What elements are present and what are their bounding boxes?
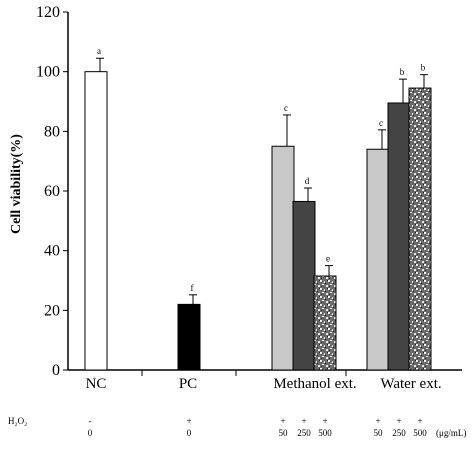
significance-letter: b: [400, 67, 405, 77]
bar: [366, 148, 390, 371]
significance-letter: a: [97, 46, 101, 56]
h2o2-label: H₂O₂: [8, 416, 27, 426]
concentration-label: 500: [318, 428, 332, 438]
significance-letter: c: [379, 118, 383, 128]
y-tick-label: 20: [44, 302, 60, 319]
group-label: PC: [179, 376, 197, 392]
h2o2-sign: +: [417, 416, 422, 426]
y-tick-label: 100: [36, 64, 60, 81]
h2o2-sign: +: [301, 416, 306, 426]
concentration-label: 50: [279, 428, 289, 438]
significance-letter: e: [326, 254, 330, 264]
bar: [271, 145, 295, 371]
h2o2-sign: +: [280, 416, 285, 426]
h2o2-sign: +: [375, 416, 380, 426]
labels-layer: a f c d e c b b NC PC Methanol ext. Water ext. H₂O₂ -…: [8, 46, 466, 438]
group-label: Methanol ext.: [273, 376, 356, 392]
concentration-label: 500: [413, 428, 427, 438]
significance-letter: f: [191, 283, 194, 293]
bar: [292, 200, 316, 371]
concentration-label: 50: [374, 428, 384, 438]
h2o2-sign: -: [89, 416, 92, 426]
y-tick-label: 60: [44, 183, 60, 200]
bar: [313, 275, 337, 371]
concentration-label: 0: [88, 428, 93, 438]
y-tick-label: 80: [44, 123, 60, 140]
concentration-label: 0: [187, 428, 192, 438]
significance-letter: c: [284, 103, 288, 113]
bar: [387, 102, 411, 371]
y-tick-label: 0: [52, 362, 60, 379]
bar: [84, 71, 108, 371]
h2o2-sign: +: [322, 416, 327, 426]
bar: [408, 87, 432, 371]
bar: [177, 303, 201, 371]
group-label: NC: [86, 376, 107, 392]
significance-letter: b: [421, 63, 426, 73]
y-tick-label: 120: [36, 4, 60, 21]
y-tick-label: 40: [44, 243, 60, 260]
concentration-label: 250: [297, 428, 311, 438]
bars-layer: [84, 57, 432, 371]
group-label: Water ext.: [380, 376, 441, 392]
concentration-unit: (μg/mL): [436, 428, 466, 438]
y-axis-title: Cell viability(%): [9, 134, 24, 234]
concentration-label: 250: [392, 428, 406, 438]
significance-letter: d: [305, 176, 310, 186]
axis-layer: 0 20 40 60 80 100 120: [36, 4, 462, 379]
h2o2-sign: +: [396, 416, 401, 426]
h2o2-sign: +: [186, 416, 191, 426]
